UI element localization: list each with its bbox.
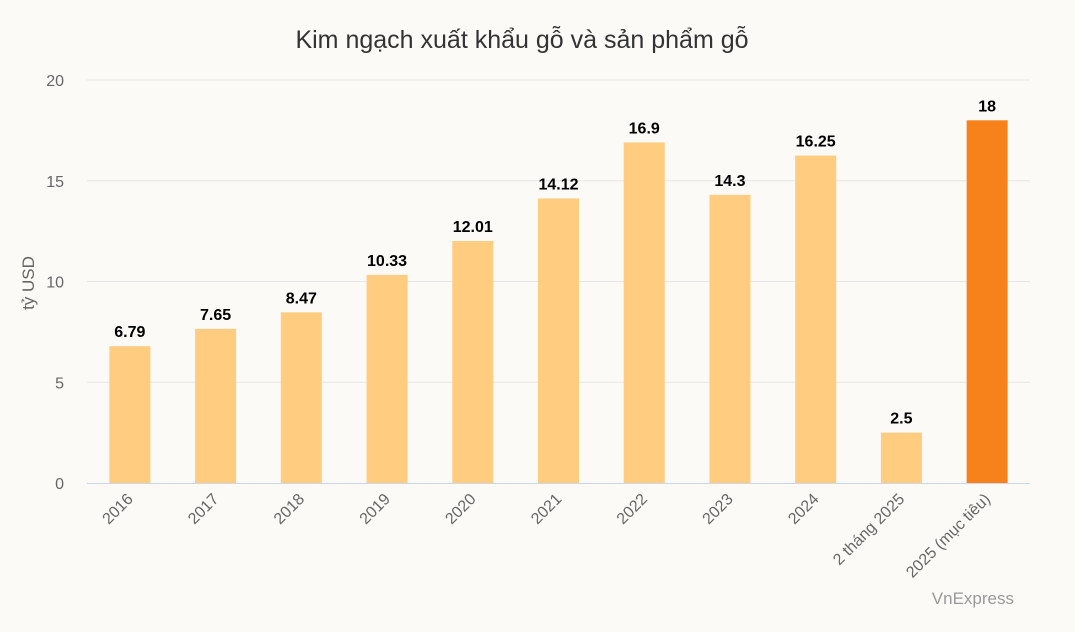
- data-label: 12.01: [453, 219, 493, 236]
- y-tick-label: 5: [55, 375, 64, 392]
- x-tick-label: 2017: [185, 491, 222, 528]
- y-tick-label: 10: [46, 275, 64, 292]
- bar[interactable]: [366, 274, 408, 483]
- data-labels: 6.79 7.65 8.47 10.33 12.01 14.12 16.9 14.3 16.25…: [114, 98, 996, 427]
- data-label: 6.79: [114, 324, 145, 341]
- x-tick-label: 2 tháng 2025: [830, 491, 908, 569]
- bar[interactable]: [538, 198, 579, 483]
- x-tick-label: 2020: [442, 491, 479, 528]
- data-label: 10.33: [367, 253, 407, 270]
- y-tick-label: 20: [46, 73, 64, 90]
- data-label: 8.47: [286, 290, 317, 307]
- data-label: 16.25: [796, 134, 836, 151]
- bar[interactable]: [880, 432, 922, 483]
- bar[interactable]: [623, 142, 665, 483]
- x-tick-label: 2024: [785, 491, 822, 528]
- x-tick-label: 2019: [357, 491, 394, 528]
- chart-title: Kim ngạch xuất khẩu gỗ và sản phẩm gỗ: [295, 25, 748, 54]
- bar[interactable]: [280, 312, 322, 483]
- bar[interactable]: [452, 240, 494, 483]
- bars: [109, 120, 1008, 484]
- y-axis-ticks: 0 5 10 15 20: [46, 73, 64, 493]
- x-tick-label: 2021: [528, 491, 565, 528]
- data-label: 18: [978, 98, 996, 115]
- x-tick-label: 2025 (mục tiêu): [903, 491, 994, 582]
- x-tick-label: 2016: [100, 491, 137, 528]
- x-tick-label: 2018: [271, 491, 308, 528]
- x-axis-ticks: 2016 2017 2018 2019 2020 2021 2022 2023 2024 2 th…: [100, 491, 994, 582]
- data-label: 7.65: [200, 307, 231, 324]
- bar[interactable]: [795, 155, 837, 483]
- y-tick-label: 0: [55, 476, 64, 493]
- y-tick-label: 15: [46, 174, 64, 191]
- data-label: 14.3: [714, 173, 745, 190]
- bar[interactable]: [195, 328, 237, 483]
- x-tick-label: 2022: [614, 491, 651, 528]
- y-axis-label: tỷ USD: [19, 256, 38, 310]
- x-tick-label: 2023: [700, 491, 737, 528]
- bar[interactable]: [966, 120, 1008, 484]
- data-label: 2.5: [890, 411, 912, 428]
- data-label: 14.12: [538, 176, 578, 193]
- credit-text: VnExpress: [932, 589, 1014, 608]
- data-label: 16.9: [629, 120, 660, 137]
- bar[interactable]: [109, 346, 151, 483]
- bar[interactable]: [709, 194, 751, 484]
